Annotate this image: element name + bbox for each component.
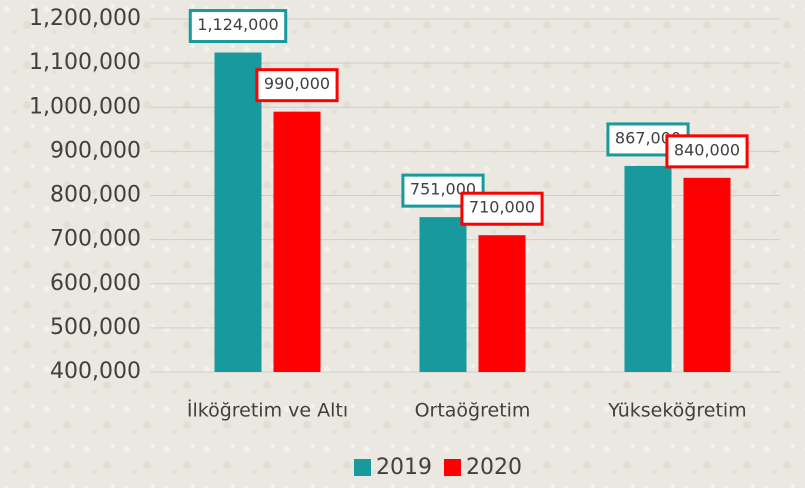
y-tick-label: 600,000 [50, 271, 141, 296]
bar [419, 217, 467, 372]
y-tick-label: 700,000 [50, 227, 141, 252]
x-tick-label: İlköğretim ve Altı [187, 399, 348, 422]
x-tick-label: Ortaöğretim [415, 400, 531, 422]
data-label: 710,000 [469, 198, 535, 217]
bar [273, 111, 321, 372]
y-tick-label: 1,100,000 [29, 50, 141, 75]
y-tick-label: 1,000,000 [29, 94, 141, 119]
legend-swatch [354, 459, 371, 476]
data-label-box [188, 9, 288, 44]
legend-swatch [444, 459, 461, 476]
legend-label: 2019 [376, 455, 432, 480]
y-tick-label: 900,000 [50, 138, 141, 163]
data-label-box [665, 134, 749, 169]
legend-label: 2020 [466, 455, 522, 480]
y-tick-label: 500,000 [50, 315, 141, 340]
bar [624, 165, 672, 372]
data-label: 1,124,000 [197, 15, 278, 34]
x-tick-label: Yükseköğretim [607, 400, 746, 422]
data-label: 990,000 [264, 74, 330, 93]
y-tick-label: 800,000 [50, 183, 141, 208]
data-label: 867,000 [615, 128, 681, 147]
data-label-box [255, 68, 339, 103]
bar [683, 177, 731, 372]
data-label: 840,000 [674, 140, 740, 159]
data-label-box [460, 191, 544, 226]
data-label: 751,000 [410, 180, 476, 199]
y-tick-label: 1,200,000 [29, 6, 141, 31]
bar [478, 235, 526, 372]
y-tick-label: 400,000 [50, 359, 141, 384]
bar [214, 52, 262, 372]
